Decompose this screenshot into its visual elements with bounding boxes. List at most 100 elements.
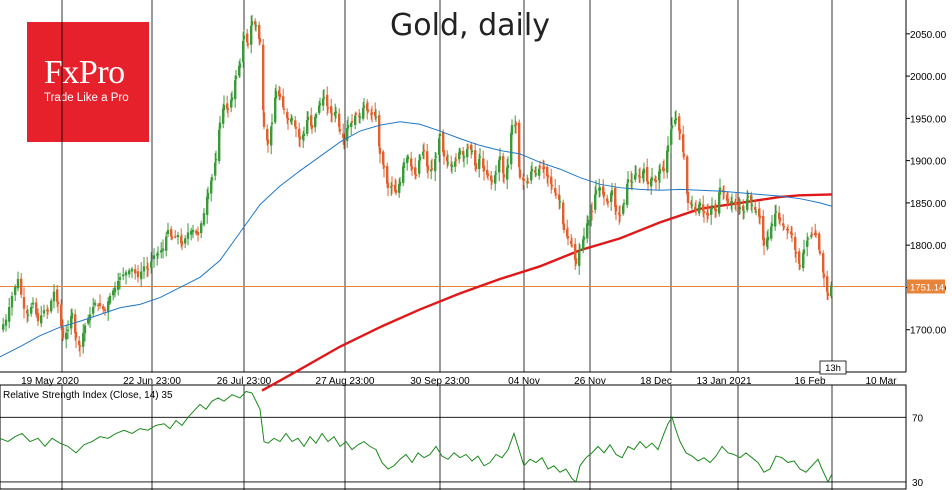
candle-body — [414, 167, 417, 175]
candle-body — [214, 158, 218, 161]
candle-body — [234, 80, 237, 100]
candle-body — [458, 152, 461, 160]
candle-body — [286, 112, 289, 119]
candle-body — [130, 268, 134, 272]
candle-body — [598, 187, 602, 191]
candle-body — [93, 302, 97, 306]
candle-body — [618, 215, 622, 217]
candle-body — [322, 97, 326, 99]
candle-body — [474, 150, 477, 166]
candle-body — [36, 313, 40, 322]
rsi-group — [0, 390, 833, 484]
candle-body — [634, 175, 637, 180]
candle-body — [478, 158, 481, 170]
candle-body — [418, 160, 421, 174]
candle-body — [790, 233, 794, 236]
candle-body — [298, 136, 302, 140]
candle-body — [506, 164, 510, 168]
candle-body — [195, 230, 198, 234]
candle-body — [486, 173, 490, 176]
candle-body — [222, 108, 225, 124]
candle-body — [650, 177, 654, 181]
candle-body — [306, 120, 309, 134]
logo-tagline: Trade Like a Pro — [44, 92, 129, 104]
candle-body — [818, 233, 821, 250]
candle-body — [218, 122, 222, 129]
candle-body — [546, 174, 550, 178]
candle-body — [318, 103, 322, 106]
candle-body — [562, 223, 566, 230]
candle-body — [92, 306, 95, 314]
candle-body — [674, 118, 678, 121]
candle-body — [550, 176, 553, 185]
candle-body — [594, 190, 598, 195]
candle-body — [140, 271, 143, 280]
candle-body — [530, 171, 533, 181]
candle-body — [262, 112, 266, 127]
chart-title: Gold, daily — [390, 8, 550, 43]
ma-fast-line — [0, 121, 833, 358]
candle-body — [454, 161, 457, 167]
candle-body — [160, 250, 163, 253]
candle-body — [290, 118, 294, 121]
candle-body — [642, 170, 645, 179]
candle-body — [346, 128, 349, 141]
candle-body — [170, 236, 174, 239]
candle-body — [478, 156, 482, 158]
candle-body — [602, 186, 605, 195]
candle-body — [326, 107, 330, 109]
candle-body — [390, 185, 394, 187]
candle-body — [330, 113, 334, 115]
candle-body — [82, 333, 85, 347]
candle-body — [494, 173, 498, 175]
candle-body — [582, 236, 586, 240]
x-tick-label: 18 Dec — [640, 376, 672, 387]
candle-body — [706, 213, 710, 216]
candle-body — [550, 185, 554, 187]
axes: 1700.001750.001800.001850.001900.001950.… — [21, 30, 947, 489]
candle-body — [52, 291, 56, 302]
candle-body — [222, 104, 226, 111]
candle-body — [210, 177, 214, 181]
candle-body — [538, 168, 541, 176]
candle-body — [694, 207, 697, 211]
current-price-label: 1751.14 — [910, 282, 944, 293]
x-tick-label: 19 May 2020 — [21, 376, 79, 387]
candle-body — [686, 156, 689, 194]
candle-body — [354, 113, 358, 115]
candle-body — [31, 302, 35, 305]
candle-body — [390, 186, 393, 188]
candle-body — [526, 181, 530, 183]
candle-body — [382, 151, 385, 165]
rsi-y-tick-label: 30 — [912, 478, 924, 489]
candle-body — [270, 122, 274, 125]
candle-body — [602, 192, 606, 197]
candle-body — [366, 103, 369, 111]
candle-body — [386, 182, 390, 188]
candle-body — [214, 162, 217, 176]
candle-body — [682, 134, 685, 152]
vertical-grid — [61, 0, 833, 490]
candle-body — [762, 215, 765, 240]
candle-body — [758, 215, 762, 219]
candle-body — [70, 316, 73, 329]
candle-body — [262, 44, 265, 110]
candle-body — [750, 204, 754, 206]
candle-body — [191, 229, 195, 233]
candle-body — [622, 202, 626, 205]
candle-body — [462, 156, 466, 158]
candle-body — [554, 193, 558, 195]
candle-body — [226, 103, 229, 109]
price-y-tick-label: 1800.00 — [910, 241, 947, 252]
candle-body — [274, 97, 277, 123]
candle-body — [702, 210, 706, 214]
candle-body — [128, 270, 131, 275]
candle-body — [518, 169, 522, 178]
candle-body — [234, 76, 238, 80]
candle-body — [386, 166, 389, 184]
candle-body — [542, 166, 546, 170]
candle-body — [10, 295, 14, 308]
candle-body — [606, 201, 610, 203]
candle-body — [152, 255, 156, 260]
candle-body — [446, 156, 449, 162]
